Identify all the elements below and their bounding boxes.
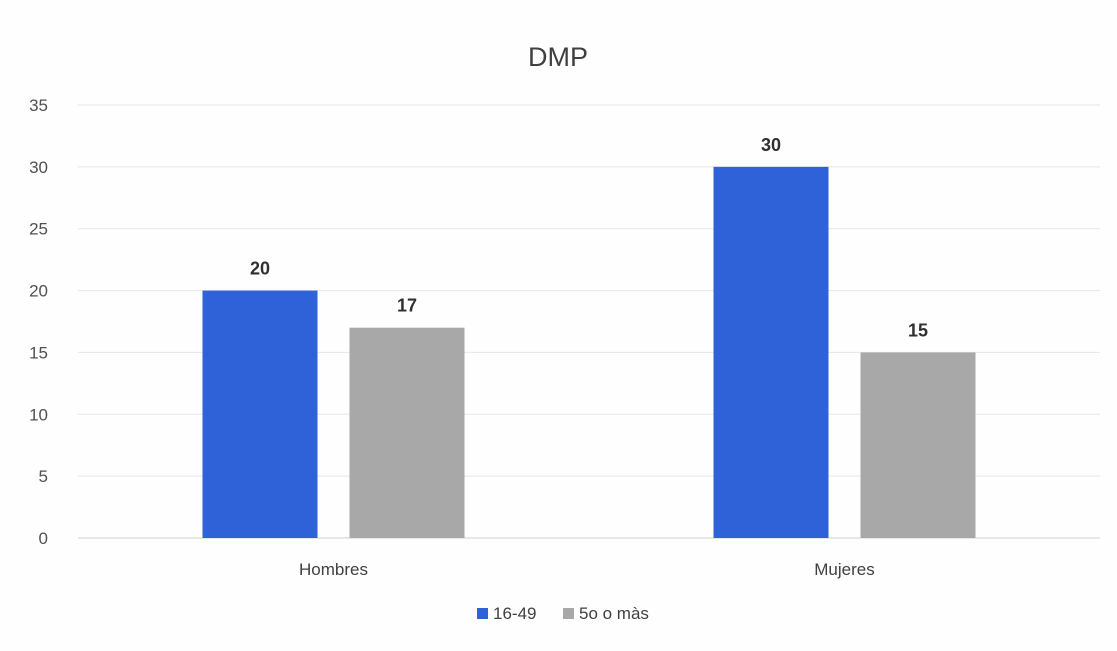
y-tick-label: 0 bbox=[39, 529, 48, 548]
legend-swatch bbox=[563, 608, 574, 619]
y-tick-label: 10 bbox=[29, 405, 48, 424]
y-tick-label: 5 bbox=[39, 467, 48, 486]
data-label: 17 bbox=[397, 296, 417, 316]
x-category-label: Mujeres bbox=[814, 560, 874, 579]
data-labels: 20 17 30 15 bbox=[250, 135, 928, 341]
y-tick-label: 30 bbox=[29, 158, 48, 177]
data-label: 15 bbox=[908, 320, 928, 340]
bars bbox=[202, 166, 976, 538]
chart-title: DMP bbox=[528, 42, 588, 72]
y-tick-label: 15 bbox=[29, 343, 48, 362]
legend-label: 16-49 bbox=[493, 604, 536, 623]
y-tick-label: 25 bbox=[29, 220, 48, 239]
x-category-label: Hombres bbox=[299, 560, 368, 579]
bar-hombres-5o-o-m-s bbox=[349, 327, 465, 538]
data-label: 30 bbox=[761, 135, 781, 155]
legend-swatch bbox=[477, 608, 488, 619]
x-axis-categories: Hombres Mujeres bbox=[299, 560, 875, 579]
bar-mujeres-16-49 bbox=[713, 166, 829, 538]
legend-label: 5o o màs bbox=[579, 604, 649, 623]
y-tick-label: 20 bbox=[29, 282, 48, 301]
y-axis-ticks: 0 5 10 15 20 25 30 35 bbox=[29, 96, 48, 548]
data-label: 20 bbox=[250, 259, 270, 279]
legend: 16-49 5o o màs bbox=[477, 604, 649, 623]
y-tick-label: 35 bbox=[29, 96, 48, 115]
bar-mujeres-5o-o-m-s bbox=[860, 352, 976, 538]
bar-hombres-16-49 bbox=[202, 290, 318, 538]
